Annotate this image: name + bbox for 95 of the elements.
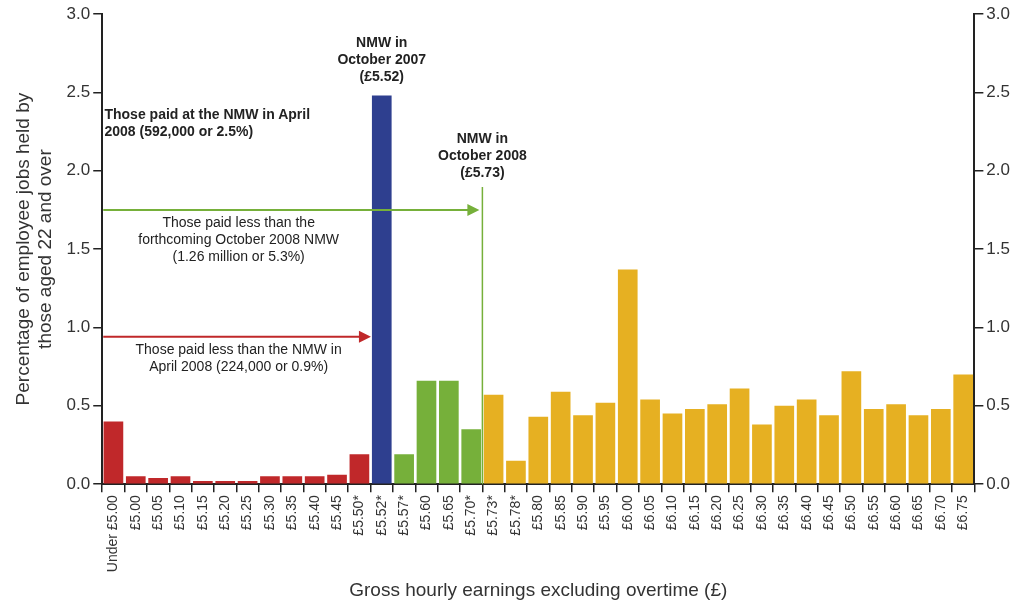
bar [327, 474, 347, 484]
bar [863, 408, 884, 484]
bar [953, 374, 974, 484]
x-tick-label: £6.10 [663, 494, 680, 531]
y-tick-label: 2.0 [66, 160, 91, 180]
x-tick-label: £6.40 [797, 494, 814, 531]
y2-tick-label: 2.0 [986, 160, 1011, 180]
x-tick-label: £5.30 [260, 494, 277, 531]
x-tick-label: £6.65 [909, 494, 926, 531]
y2-tick-label: 1.0 [986, 317, 1011, 337]
x-tick-label: £5.50* [350, 494, 367, 536]
bar [796, 399, 817, 484]
bar [439, 380, 459, 484]
x-tick-label: £5.85 [551, 494, 568, 531]
x-tick-label: £6.20 [708, 494, 725, 531]
x-tick-label: £5.70* [462, 494, 479, 536]
bar [752, 424, 772, 484]
bar [685, 408, 705, 484]
y2-tick-label: 0.5 [986, 395, 1011, 415]
x-tick-label: £6.00 [618, 494, 635, 531]
y-tick-label: 1.0 [66, 317, 91, 337]
y-tick-label: 0.0 [66, 473, 91, 493]
bar [841, 371, 862, 484]
y2-tick-label: 0.0 [986, 473, 1011, 493]
annotation: Those paid at the NMW in April 2008 (592,000 or 2.5%) [104, 105, 311, 139]
bar [886, 404, 906, 484]
x-tick-label: £5.00 [126, 494, 143, 531]
x-tick-label: £6.05 [640, 494, 657, 531]
y-tick-label: 0.5 [66, 395, 91, 415]
x-tick-label: £5.25 [238, 494, 255, 531]
ref-line-label: NMW in October 2008 (£5.73) [438, 129, 527, 180]
bar [304, 476, 325, 484]
x-tick-label: £5.95 [596, 494, 613, 531]
y-tick-label: 3.0 [66, 3, 91, 23]
x-tick-label: £5.57* [394, 494, 411, 536]
x-tick-label: £5.20 [216, 494, 233, 531]
x-tick-label: £5.10 [171, 494, 188, 531]
x-tick-label: £5.40 [305, 494, 322, 531]
bar [349, 454, 370, 484]
bar [148, 477, 168, 484]
x-tick-label: £6.45 [819, 494, 836, 531]
x-tick-label: £6.25 [730, 494, 747, 531]
bar [260, 476, 280, 484]
bar [125, 476, 146, 484]
y2-tick-label: 3.0 [986, 3, 1011, 23]
y2-tick-label: 1.5 [986, 238, 1011, 258]
y-tick-label: 2.5 [66, 82, 91, 102]
x-tick-label: £6.55 [864, 494, 881, 531]
bar [528, 416, 549, 484]
bar [595, 402, 616, 484]
x-tick-label: £5.60 [417, 494, 434, 531]
x-tick-label: £5.65 [439, 494, 456, 531]
bar [103, 421, 124, 484]
bar [908, 415, 929, 484]
y2-tick-label: 2.5 [986, 82, 1011, 102]
bar [416, 380, 437, 484]
bar [662, 413, 683, 484]
bar [819, 415, 839, 484]
x-tick-label: £6.60 [886, 494, 903, 531]
x-tick-label: £6.30 [752, 494, 769, 531]
bar [640, 399, 660, 484]
x-tick-label: £5.90 [573, 494, 590, 531]
annotation: Those paid less than the NMW in April 2008 (224,000 or 0.9%) [135, 340, 342, 374]
x-tick-label: £5.78* [506, 494, 523, 536]
x-axis-title: Gross hourly earnings excluding overtime (£) [349, 578, 728, 600]
bar [617, 269, 638, 484]
x-tick-label: £5.15 [193, 494, 210, 531]
x-tick-label: £6.50 [842, 494, 859, 531]
x-tick-label: £6.70 [931, 494, 948, 531]
bar [729, 388, 750, 484]
bar [930, 408, 951, 484]
x-tick-label: £5.73* [484, 494, 501, 536]
y-axis-title: Percentage of employee jobs held by those aged 22 and over [11, 92, 56, 406]
bar [573, 415, 593, 484]
x-tick-label: £5.80 [529, 494, 546, 531]
x-tick-label: £6.75 [954, 494, 971, 531]
y-tick-label: 1.5 [66, 238, 91, 258]
x-tick-label: £5.05 [149, 494, 165, 531]
x-tick-label: £6.15 [685, 494, 702, 531]
x-tick-label: £5.52* [372, 494, 389, 536]
bar [483, 394, 504, 484]
bar [282, 476, 303, 484]
bar [170, 476, 191, 484]
x-tick-label: Under £5.00 [104, 494, 121, 573]
bar [550, 391, 571, 484]
bar [774, 405, 795, 484]
annotation: NMW in October 2007 (£5.52) [337, 34, 427, 85]
x-tick-label: £5.35 [283, 494, 300, 531]
x-tick-label: £5.45 [327, 494, 344, 531]
bar [506, 460, 526, 484]
bar [371, 95, 392, 484]
bar [394, 454, 414, 484]
annotation: Those paid less than the forthcoming October 2008 NMW (1.26 million or 5.3%) [138, 214, 340, 265]
x-tick-label: £6.35 [775, 494, 792, 531]
bar [707, 404, 728, 484]
